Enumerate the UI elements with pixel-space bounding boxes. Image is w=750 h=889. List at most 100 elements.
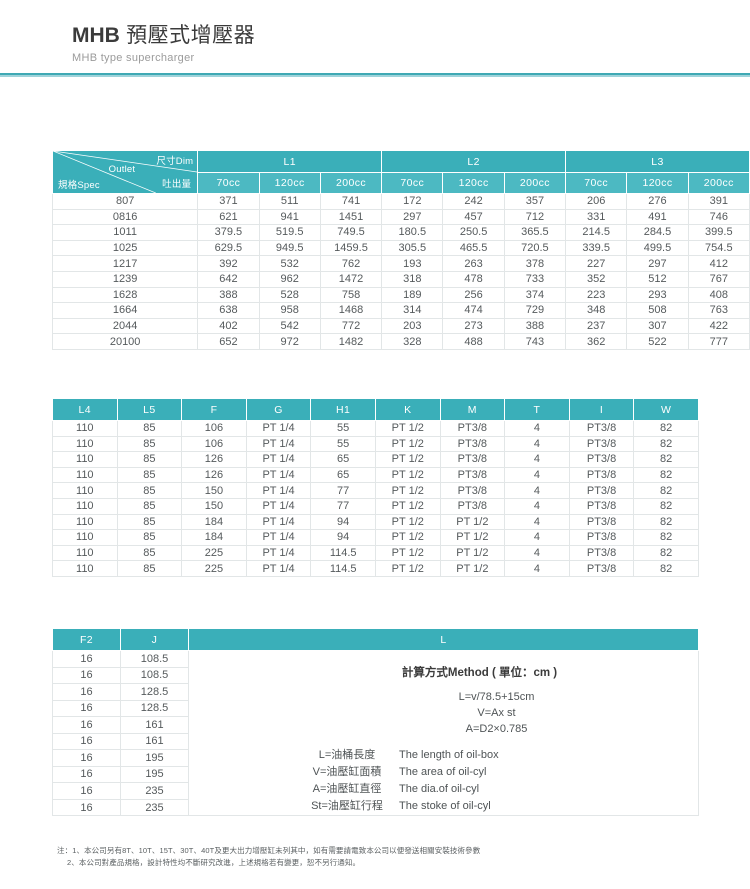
cell-value: 82 xyxy=(633,451,699,468)
column-header-i: I xyxy=(568,398,635,421)
cell-value: PT 1/2 xyxy=(374,529,441,546)
cell-value: PT3/8 xyxy=(568,451,635,468)
cell-value: 85 xyxy=(116,420,183,437)
cell-value: 114.5 xyxy=(310,560,376,577)
cell-value: 305.5 xyxy=(381,239,444,257)
cell-value: 519.5 xyxy=(258,224,321,241)
cell-value: 388 xyxy=(503,317,567,335)
cell-value: 106 xyxy=(181,435,247,453)
cell-value: 4 xyxy=(504,466,570,484)
cell-value: 110 xyxy=(52,451,118,468)
cell-value: 85 xyxy=(116,560,183,577)
cell-value: 4 xyxy=(504,513,570,531)
cell-spec: 1011 xyxy=(51,224,199,241)
subheader-l2-70cc: 70cc xyxy=(381,172,444,194)
cell-value: 4 xyxy=(504,497,570,515)
dimensions-table-body: 807 371 511 741 172 242 357 206 276 391 0816 621 941… xyxy=(51,193,750,350)
subheader-l1-120cc: 120cc xyxy=(258,172,321,194)
formula-title: 計算方式Method ( 單位：cm ) xyxy=(401,667,558,679)
footnote-line-2: 2、本公司對產品規格，設計特性均不斷研究改進，上述規格若有變更，恕不另行通知。 xyxy=(67,858,361,868)
cell-value: PT3/8 xyxy=(439,466,506,484)
table-row: 16 161 xyxy=(52,732,699,751)
cell-value: 82 xyxy=(633,435,699,453)
cell-value: 82 xyxy=(633,513,699,531)
column-header-w: W xyxy=(633,398,699,421)
cell-value: 16 xyxy=(52,732,121,751)
footnotes: 注：1、本公司另有8T、10T、15T、30T、40T及更大出力增壓缸未列其中，… xyxy=(57,845,480,869)
cell-value: 85 xyxy=(116,513,183,531)
cell-value: 85 xyxy=(116,435,183,453)
cell-value: 203 xyxy=(381,317,444,335)
cell-value: 85 xyxy=(116,529,183,546)
footnote-line-1: 注：1、本公司另有8T、10T、15T、30T、40T及更大出力增壓缸未列其中，… xyxy=(57,846,481,855)
cell-value: 958 xyxy=(258,302,321,319)
cell-value: 55 xyxy=(310,435,376,453)
cell-value: 293 xyxy=(626,286,689,304)
cell-value: 150 xyxy=(181,497,247,515)
cell-value: 474 xyxy=(442,302,505,319)
cell-value: 777 xyxy=(687,333,750,350)
cell-value: 733 xyxy=(503,270,567,288)
cell-value: 511 xyxy=(258,193,321,210)
cell-value: 379.5 xyxy=(197,224,260,241)
page-header: MHB 預壓式增壓器 MHB type supercharger xyxy=(0,0,750,78)
cell-value: 94 xyxy=(310,529,376,546)
cell-value: 767 xyxy=(687,270,750,288)
cell-value: 362 xyxy=(565,333,628,350)
cell-value: 328 xyxy=(381,333,444,350)
cell-value: 16 xyxy=(52,666,121,685)
table-row: 16 235 xyxy=(52,798,699,817)
cell-value: PT3/8 xyxy=(568,435,635,453)
cell-value: 128.5 xyxy=(120,699,189,718)
cell-value: PT3/8 xyxy=(439,482,506,499)
cell-value: 82 xyxy=(633,529,699,546)
cell-value: 110 xyxy=(52,435,118,453)
page-subtitle: MHB type supercharger xyxy=(72,52,195,65)
cell-value: 227 xyxy=(565,255,628,272)
cell-value: PT 1/4 xyxy=(245,482,312,499)
legend-term: L=油桶長度 xyxy=(318,749,376,762)
column-header-f: F xyxy=(181,398,247,421)
method-table-container: F2 J L 16 108.5 計算方式Method ( 單位：cm ) L=v/78.5… xyxy=(52,628,699,817)
table-header-row-groups: 尺寸Dim Outlet 吐出量 規格Spec L1 L2 L3 xyxy=(51,150,750,194)
group-header-l1: L1 xyxy=(197,150,383,173)
cell-value: 65 xyxy=(310,451,376,468)
cell-value: PT 1/2 xyxy=(439,513,506,531)
cell-value: PT 1/2 xyxy=(374,420,441,437)
subheader-l1-70cc: 70cc xyxy=(197,172,260,194)
column-header-l5: L5 xyxy=(116,398,183,421)
cell-value: 746 xyxy=(687,208,750,226)
subheader-l3-200cc: 200cc xyxy=(687,172,750,194)
cell-value: PT3/8 xyxy=(568,482,635,499)
cell-value: 276 xyxy=(626,193,689,210)
subheader-l2-200cc: 200cc xyxy=(503,172,567,194)
diagonal-lines-icon xyxy=(53,151,197,193)
corner-label-dim: 尺寸Dim xyxy=(156,156,194,167)
formula-equation: L=v/78.5+15cm xyxy=(458,691,535,704)
cell-value: PT 1/2 xyxy=(374,513,441,531)
cell-value: PT3/8 xyxy=(568,513,635,531)
cell-value: 82 xyxy=(633,482,699,499)
cell-spec: 1239 xyxy=(51,270,199,288)
cell-value: PT3/8 xyxy=(439,497,506,515)
cell-value: 235 xyxy=(120,798,189,817)
cell-value: PT3/8 xyxy=(568,544,635,562)
cell-spec: 1628 xyxy=(51,286,199,304)
column-header-g: G xyxy=(245,398,312,421)
cell-value: 110 xyxy=(52,513,118,531)
cell-value: 962 xyxy=(258,270,321,288)
cell-value: 114.5 xyxy=(310,544,376,562)
cell-spec: 20100 xyxy=(51,333,199,350)
cell-value: 402 xyxy=(197,317,260,335)
cell-value: 1459.5 xyxy=(319,239,383,257)
method-table-body: 16 108.5 計算方式Method ( 單位：cm ) L=v/78.5+15cm… xyxy=(52,649,699,817)
cell-value: 478 xyxy=(442,270,505,288)
cell-value: 16 xyxy=(52,798,121,817)
cell-value: PT 1/2 xyxy=(374,435,441,453)
cell-value: 195 xyxy=(120,749,189,767)
cell-value: PT 1/4 xyxy=(245,560,312,577)
page-title: MHB 預壓式增壓器 xyxy=(72,24,750,48)
cell-value: 55 xyxy=(310,420,376,437)
cell-value: 371 xyxy=(197,193,260,210)
legend-definition: The dia.of oil-cyl xyxy=(399,783,480,796)
